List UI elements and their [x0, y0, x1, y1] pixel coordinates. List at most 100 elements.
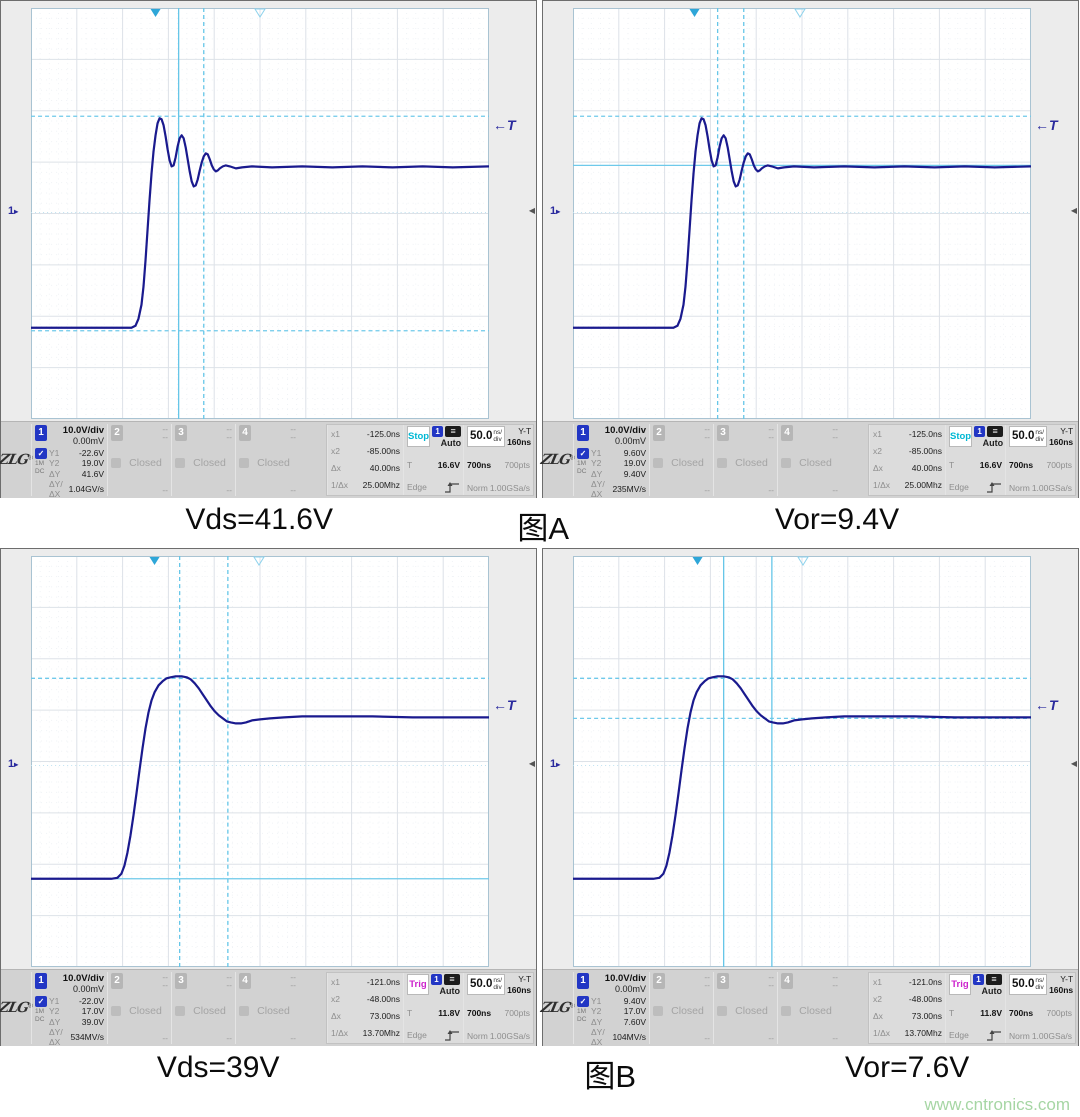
display-mode[interactable]: Y-T [518, 974, 532, 984]
trigger-delay-marker[interactable] [797, 556, 809, 566]
channel1-badge[interactable]: 1 [35, 973, 47, 989]
trigger-type-label[interactable]: Edge [949, 1030, 969, 1041]
sample-rate: 1.00GSa/s [489, 482, 530, 493]
channel1-ground-marker[interactable]: 1▸ [550, 759, 560, 770]
channel4-badge[interactable]: 4 [239, 425, 251, 441]
trigger-level-value[interactable]: 11.8V [980, 1008, 1002, 1019]
trigger-sweep-mode[interactable]: Auto [439, 986, 461, 996]
cursor-check-icon[interactable]: ✓ [577, 448, 589, 460]
rising-edge-icon [444, 481, 460, 493]
right-arrow-icon: ▸ [556, 207, 561, 216]
trigger-type-label[interactable]: Edge [407, 1030, 427, 1041]
trigger-source-badge[interactable]: 1 [974, 426, 986, 437]
channel1-badge[interactable]: 1 [577, 973, 589, 989]
run-state-indicator[interactable]: Trig [407, 974, 429, 995]
oscilloscope-panel: 1▸ ←T ◀ ZLG ® 1 10.0V/div 0.00mV ✓ 1M [0, 548, 537, 1047]
timebase-scale-box[interactable]: 50.0 ns/div [467, 426, 506, 447]
timebase-scale-box[interactable]: 50.0 ns/div [467, 974, 506, 995]
channel1-ground-marker[interactable]: 1▸ [8, 206, 18, 217]
trigger-sweep-mode[interactable]: Auto [981, 986, 1003, 996]
cursor-check-icon[interactable]: ✓ [35, 448, 47, 460]
cursor-lines[interactable] [31, 8, 489, 419]
channel1-offset[interactable]: 0.00mV [72, 436, 104, 447]
cursor-check-icon[interactable]: ✓ [577, 996, 589, 1008]
trigger-position-marker[interactable] [150, 9, 161, 18]
run-state-indicator[interactable]: Stop [949, 426, 973, 447]
trigger-level-marker[interactable]: ←T [493, 117, 516, 133]
channel1-offset[interactable]: 0.00mV [614, 984, 646, 995]
trigger-level-marker[interactable]: ←T [1035, 697, 1058, 713]
right-edge-trigger-arrow-icon: ◀ [1070, 759, 1077, 768]
channel1-offset[interactable]: 0.00mV [72, 984, 104, 995]
display-mode[interactable]: Y-T [1060, 426, 1074, 436]
channel3-badge[interactable]: 3 [175, 425, 187, 441]
channel3-badge[interactable]: 3 [717, 973, 729, 989]
trigger-source-badge[interactable]: 1 [973, 974, 984, 985]
graticule [31, 8, 489, 419]
channel2-badge[interactable]: 2 [111, 973, 123, 989]
channel2-badge[interactable]: 2 [653, 425, 665, 441]
x2-cursor-label: x2 [331, 446, 340, 457]
channel1-ground-marker[interactable]: 1▸ [550, 206, 560, 217]
window-time: 160ns [1049, 437, 1074, 448]
channel1-ground-marker[interactable]: 1▸ [8, 759, 18, 770]
channel4-badge[interactable]: 4 [239, 973, 251, 989]
trigger-level-value[interactable]: 16.6V [979, 460, 1002, 471]
channel1-badge[interactable]: 1 [577, 425, 589, 441]
menu-icon[interactable]: ≡ [444, 974, 460, 985]
trigger-position-marker[interactable] [692, 557, 703, 566]
trigger-position-marker[interactable] [149, 557, 160, 566]
caption-vds-a: Vds=41.6V [185, 503, 333, 536]
trigger-delay-marker[interactable] [794, 8, 806, 18]
channel3-badge[interactable]: 3 [717, 425, 729, 441]
channel3-info: 3 -- -- Closed -- [713, 972, 777, 1044]
x1-cursor-label: x1 [873, 429, 882, 440]
trigger-position-marker[interactable] [689, 9, 700, 18]
channel1-info: 1 10.0V/div 0.00mV ✓ 1M DC Y1 9.40V Y2 17.… [573, 972, 649, 1047]
channel4-badge[interactable]: 4 [781, 425, 793, 441]
channel1-volts-per-div[interactable]: 10.0V/div [604, 973, 646, 984]
trigger-sweep-mode[interactable]: Auto [982, 438, 1004, 448]
channel3-badge[interactable]: 3 [175, 973, 187, 989]
timebase-info: 50.0 ns/div Y-T 160ns 700ns 700pts Norm 1.00… [463, 425, 533, 495]
channel3-extra-placeholder: -- [226, 484, 232, 495]
y2-cursor-value: 19.0V [623, 458, 646, 469]
y1-cursor-label: Y1 [49, 996, 60, 1007]
channel1-offset[interactable]: 0.00mV [614, 436, 646, 447]
acquire-mode: Norm [467, 482, 488, 493]
menu-icon[interactable]: ≡ [445, 426, 462, 437]
menu-icon[interactable]: ≡ [986, 974, 1002, 985]
trigger-level-value[interactable]: 16.6V [437, 460, 460, 471]
x2-cursor-value: -85.00ns [366, 446, 400, 457]
trigger-sweep-mode[interactable]: Auto [440, 438, 462, 448]
display-mode[interactable]: Y-T [518, 426, 532, 436]
y1-cursor-value: -22.6V [78, 448, 104, 459]
cursor-check-icon[interactable]: ✓ [35, 996, 47, 1008]
trigger-source-badge[interactable]: 1 [432, 426, 444, 437]
trigger-type-label[interactable]: Edge [949, 482, 969, 493]
channel3-sub-badge [175, 457, 185, 468]
trigger-source-badge[interactable]: 1 [431, 974, 442, 985]
channel2-badge[interactable]: 2 [111, 425, 123, 441]
timebase-scale-box[interactable]: 50.0 ns/div [1009, 974, 1048, 995]
trigger-level-marker[interactable]: ←T [493, 697, 516, 713]
trigger-delay-marker[interactable] [254, 8, 266, 18]
run-state-indicator[interactable]: Trig [949, 974, 971, 995]
channel1-volts-per-div[interactable]: 10.0V/div [62, 973, 104, 984]
channel4-badge[interactable]: 4 [781, 973, 793, 989]
trigger-level-label: T [407, 460, 413, 471]
trigger-delay-marker[interactable] [253, 556, 265, 566]
timebase-scale-box[interactable]: 50.0 ns/div [1009, 426, 1048, 447]
run-state-indicator[interactable]: Stop [407, 426, 431, 447]
cursor-lines[interactable] [573, 8, 1031, 419]
trigger-level-marker[interactable]: ←T [1035, 117, 1058, 133]
channel2-badge[interactable]: 2 [653, 973, 665, 989]
display-mode[interactable]: Y-T [1060, 974, 1074, 984]
channel1-volts-per-div[interactable]: 10.0V/div [62, 425, 104, 436]
y1-cursor-label: Y1 [591, 448, 602, 459]
trigger-level-value[interactable]: 11.8V [438, 1008, 460, 1019]
trigger-type-label[interactable]: Edge [407, 482, 427, 493]
channel1-volts-per-div[interactable]: 10.0V/div [604, 425, 646, 436]
menu-icon[interactable]: ≡ [987, 426, 1004, 437]
channel1-badge[interactable]: 1 [35, 425, 47, 441]
